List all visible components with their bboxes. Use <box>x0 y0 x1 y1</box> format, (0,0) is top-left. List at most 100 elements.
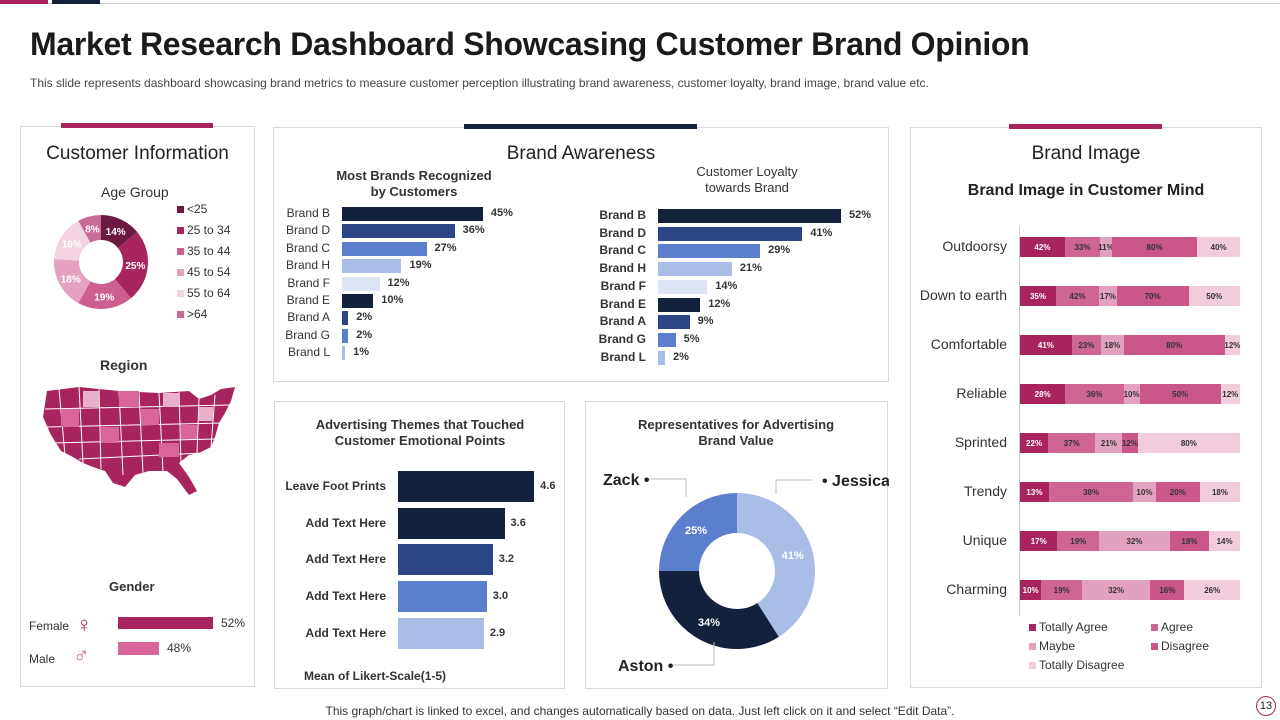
bar-segment-maybe: 17% <box>1099 286 1117 306</box>
bar-segment-disagree: 16% <box>1150 580 1185 600</box>
legend-swatch <box>177 310 184 318</box>
brand-image-row-label: Unique <box>962 532 1007 548</box>
brand-image-legend-item: Agree <box>1151 620 1193 634</box>
bar-category-label: Brand B <box>599 208 646 222</box>
bar-segment-totally-agree: 22% <box>1020 433 1049 453</box>
bar-value-label: 2% <box>356 328 373 341</box>
brand-image-stacked-bar: 22% 37% 21% 12% 80% <box>1020 433 1240 453</box>
bar-segment-maybe: 11% <box>1098 237 1114 257</box>
brand-image-row-label: Outdoorsy <box>942 238 1007 254</box>
top-accent-pink <box>0 0 48 4</box>
bar <box>658 315 690 330</box>
age-legend-item: 25 to 34 <box>177 223 230 237</box>
bar-segment-maybe: 10% <box>1133 482 1156 502</box>
brand-image-legend-item: Totally Agree <box>1029 620 1108 634</box>
bar-segment-totally-disagree: 12% <box>1224 335 1240 355</box>
bar-segment-agree: 37% <box>1048 433 1096 453</box>
bar <box>658 297 701 312</box>
gender-female-value: 52% <box>221 616 246 630</box>
advertising-bar <box>398 507 505 539</box>
legend-swatch <box>1151 623 1158 631</box>
bar <box>342 328 349 343</box>
advertising-value-label: 4.6 <box>540 480 556 492</box>
donut-slice-label: 34% <box>698 617 720 629</box>
bar-value-label: 2% <box>356 311 373 324</box>
brand-image-stacked-bar: 10% 19% 32% 16% 26% <box>1020 580 1240 600</box>
legend-swatch <box>1151 642 1158 650</box>
brand-image-title: Brand Image <box>1031 143 1141 164</box>
bar-value-label: 52% <box>849 209 872 221</box>
bar <box>342 294 374 308</box>
page-number: 13 <box>1256 696 1276 716</box>
bar <box>342 224 455 239</box>
legend-swatch <box>177 205 184 213</box>
brand-image-axis <box>1019 226 1020 616</box>
age-legend-item: <25 <box>177 202 207 216</box>
bar-category-label: Brand C <box>285 240 330 255</box>
advertising-category-label: Add Text Here <box>305 515 386 530</box>
bar-category-label: Brand A <box>287 310 330 325</box>
bar <box>342 241 427 256</box>
customer-info-accent <box>61 123 213 128</box>
bar-segment-totally-agree: 41% <box>1020 335 1072 355</box>
gender-male-label: Male <box>29 652 56 666</box>
legend-label: <25 <box>187 202 208 216</box>
advertising-value-label: 2.9 <box>489 626 506 639</box>
representatives-chart-title: Representatives for Advertising Brand Va… <box>637 417 835 448</box>
advertising-value-label: 3.0 <box>492 590 509 603</box>
brand-image-stacked-bar: 13% 38% 10% 20% 18% <box>1020 482 1240 502</box>
legend-label: Disagree <box>1161 639 1210 653</box>
bar-segment-agree: 19% <box>1057 531 1100 551</box>
age-legend-item: >64 <box>177 307 207 321</box>
bar-segment-totally-disagree: 18% <box>1200 482 1240 502</box>
representative-name-label: Zack • <box>603 472 650 489</box>
bar-category-label: Brand L <box>600 349 646 364</box>
gender-female-bar <box>118 617 213 629</box>
donut-slice-label: 41% <box>782 550 804 562</box>
brand-image-row-label: Trendy <box>963 483 1007 499</box>
bar-segment-totally-disagree: 26% <box>1184 580 1240 600</box>
advertising-chart-title: Advertising Themes that Touched Customer… <box>315 417 525 448</box>
bar-value-label: 19% <box>409 259 432 272</box>
legend-swatch <box>177 268 184 276</box>
bar-segment-totally-disagree: 80% <box>1137 433 1240 453</box>
gender-male-bar <box>118 642 159 655</box>
bar-category-label: Brand A <box>599 314 646 329</box>
brand-image-row-label: Reliable <box>956 385 1007 401</box>
bar-segment-maybe: 32% <box>1081 580 1151 600</box>
bar-category-label: Brand E <box>286 293 330 307</box>
bar-category-label: Brand D <box>599 225 646 240</box>
legend-label: Totally Disagree <box>1039 658 1125 672</box>
bar-segment-totally-disagree: 50% <box>1188 286 1240 306</box>
brand-image-legend-item: Totally Disagree <box>1029 658 1124 672</box>
bar-category-label: Brand F <box>600 278 646 293</box>
bar-category-label: Brand C <box>599 243 646 258</box>
bar-segment-disagree: 20% <box>1155 482 1200 502</box>
advertising-category-label: Leave Foot Prints <box>285 479 386 493</box>
legend-swatch <box>1029 642 1036 650</box>
top-rule <box>0 3 1280 4</box>
donut-slice-5 <box>78 215 101 243</box>
legend-swatch <box>177 247 184 255</box>
leader-line <box>670 642 715 666</box>
bar-segment-agree: 36% <box>1065 384 1124 404</box>
donut-slice-3 <box>54 259 91 304</box>
advertising-bar <box>398 544 493 576</box>
bar-category-label: Brand G <box>598 331 646 346</box>
legend-swatch <box>1029 623 1036 631</box>
bar-segment-agree: 19% <box>1041 580 1082 600</box>
bar <box>658 209 842 223</box>
brand-image-row-label: Charming <box>946 581 1007 597</box>
bar-category-label: Brand H <box>599 261 646 276</box>
donut-slice-label: 25% <box>685 525 707 537</box>
bar-segment-agree: 23% <box>1071 335 1101 355</box>
advertising-value-label: 3.6 <box>510 516 526 529</box>
brand-image-stacked-bar: 41% 23% 18% 80% 12% <box>1020 335 1240 355</box>
bar-segment-totally-disagree: 12% <box>1220 384 1240 404</box>
bar-segment-totally-agree: 17% <box>1020 531 1058 551</box>
bar-category-label: Brand D <box>285 223 330 238</box>
donut-slice-label: 19% <box>94 292 114 303</box>
advertising-bar <box>398 471 535 502</box>
legend-label: 35 to 44 <box>187 244 231 258</box>
bar-segment-totally-agree: 35% <box>1020 286 1056 306</box>
